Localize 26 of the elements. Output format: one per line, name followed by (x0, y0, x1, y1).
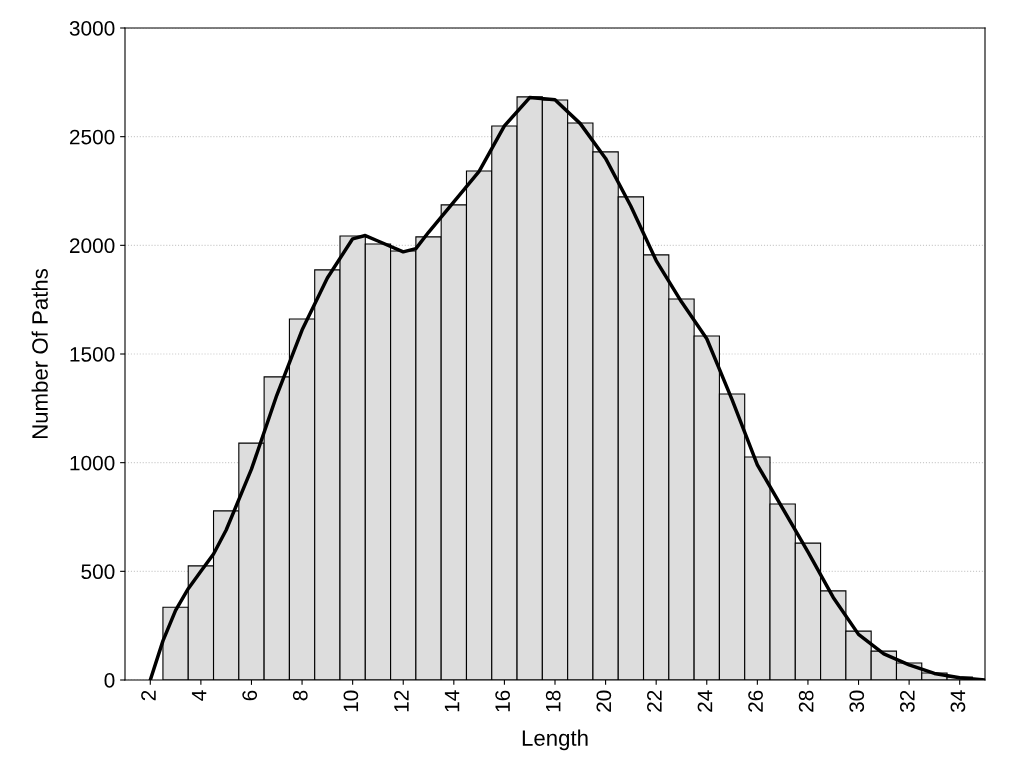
x-tick-label: 32 (899, 690, 915, 713)
x-tick-label: 14 (444, 690, 460, 712)
y-tick-label: 1500 (70, 347, 115, 362)
x-tick-label: 12 (394, 690, 409, 712)
x-tick-label: 16 (495, 690, 510, 712)
x-tick-label: 8 (292, 690, 308, 701)
y-tick-label: 3000 (69, 21, 115, 36)
x-tick-label: 20 (596, 690, 612, 712)
y-tick-label: 2500 (69, 129, 115, 145)
x-tick-label: 34 (950, 690, 966, 713)
x-tick-label: 22 (647, 690, 662, 712)
x-tick-label: 18 (545, 690, 561, 712)
x-tick-label: 30 (849, 690, 865, 713)
x-tick-label: 28 (798, 690, 814, 712)
y-axis-title: Number Of Paths (31, 268, 48, 439)
x-tick-label: 24 (697, 690, 713, 712)
y-tick-label: 500 (81, 564, 115, 580)
x-tick-label: 6 (242, 690, 258, 701)
y-tick-label: 1000 (70, 455, 115, 471)
y-tick-label: 0 (104, 673, 115, 688)
x-axis-title: Length (522, 729, 588, 751)
y-tick-label: 2000 (69, 238, 115, 254)
x-tick-label: 2 (141, 690, 156, 701)
x-tick-label: 10 (343, 690, 359, 712)
x-tick-label: 26 (748, 690, 763, 712)
x-tick-label: 4 (191, 690, 207, 701)
